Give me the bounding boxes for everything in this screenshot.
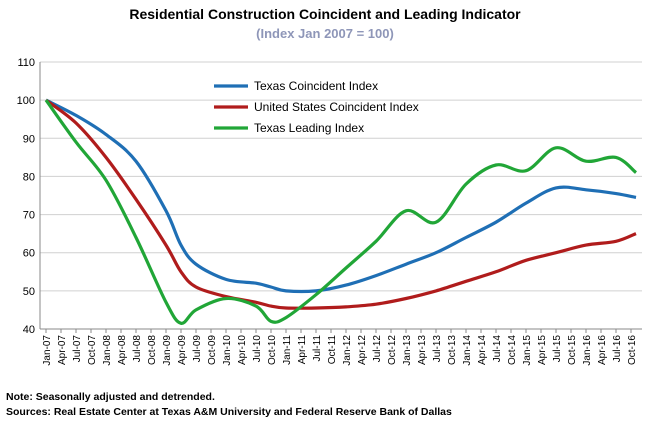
legend-label-3: Texas Leading Index <box>254 121 364 135</box>
x-tick-label: Jan-08 <box>102 335 113 366</box>
y-tick-label: 60 <box>23 248 35 260</box>
y-tick-label: 80 <box>23 171 35 183</box>
x-tick-label: Jul-09 <box>192 335 203 363</box>
x-tick-label: Jan-11 <box>282 335 293 365</box>
chart-subtitle: (Index Jan 2007 = 100) <box>256 26 394 41</box>
x-tick-label: Jul-16 <box>612 335 623 363</box>
x-tick-label: Apr-11 <box>297 335 308 365</box>
x-tick-label: Apr-07 <box>57 335 68 365</box>
y-tick-label: 70 <box>23 210 35 222</box>
x-tick-label: Oct-11 <box>327 335 338 365</box>
x-tick-label: Apr-14 <box>477 335 488 365</box>
x-tick-label: Oct-08 <box>147 335 158 365</box>
x-tick-label: Oct-15 <box>567 335 578 365</box>
x-tick-label: Jul-12 <box>372 335 383 363</box>
x-tick-label: Jan-16 <box>582 335 593 366</box>
x-tick-label: Jan-10 <box>222 335 233 366</box>
series-lines <box>44 98 638 325</box>
y-tick-label: 50 <box>23 286 35 298</box>
x-tick-label: Jan-14 <box>462 335 473 366</box>
x-tick-label: Jan-12 <box>342 335 353 366</box>
x-tick-label: Apr-15 <box>537 335 548 365</box>
y-tick-label: 100 <box>17 95 35 107</box>
x-axis-ticks: Jan-07 Apr-07 Jul-07 Oct-07 Jan-08 Apr-08 Jul-… <box>42 329 638 366</box>
x-tick-label: Jul-07 <box>72 335 83 363</box>
x-tick-label: Jan-15 <box>522 335 533 366</box>
x-tick-label: Apr-12 <box>357 335 368 365</box>
x-tick-label: Apr-16 <box>597 335 608 365</box>
series-line-1 <box>45 98 637 294</box>
x-tick-label: Oct-14 <box>507 335 518 365</box>
y-tick-label: 110 <box>17 57 35 69</box>
x-tick-label: Oct-09 <box>207 335 218 365</box>
x-tick-label: Oct-16 <box>627 335 638 365</box>
x-tick-label: Oct-13 <box>447 335 458 365</box>
x-tick-label: Jul-08 <box>132 335 143 363</box>
legend: Texas Coincident Index United States Coin… <box>214 79 419 135</box>
series-line-2 <box>45 98 637 310</box>
x-tick-label: Jan-13 <box>402 335 413 366</box>
note-text: Note: Seasonally adjusted and detrended. <box>6 391 215 403</box>
x-tick-label: Jul-13 <box>432 335 443 363</box>
x-tick-label: Jul-15 <box>552 335 563 363</box>
chart-title: Residential Construction Coincident and … <box>129 6 521 22</box>
x-tick-label: Jan-09 <box>162 335 173 366</box>
x-tick-label: Apr-10 <box>237 335 248 365</box>
x-tick-label: Apr-08 <box>117 335 128 365</box>
y-axis-ticks: 40 50 60 70 80 90 100 110 <box>17 57 35 336</box>
x-tick-label: Apr-09 <box>177 335 188 365</box>
legend-label-1: Texas Coincident Index <box>254 79 378 93</box>
y-tick-label: 40 <box>23 324 35 336</box>
x-tick-label: Oct-07 <box>87 335 98 365</box>
x-tick-label: Apr-13 <box>417 335 428 365</box>
x-tick-label: Jan-07 <box>42 335 53 366</box>
series-line-3 <box>44 99 638 325</box>
x-tick-label: Oct-10 <box>267 335 278 365</box>
legend-label-2: United States Coincident Index <box>254 100 419 114</box>
sources-text: Sources: Real Estate Center at Texas A&M… <box>6 406 452 418</box>
gridlines <box>39 61 642 330</box>
x-tick-label: Oct-12 <box>387 335 398 365</box>
y-tick-label: 90 <box>23 133 35 145</box>
x-tick-label: Jul-14 <box>492 335 503 363</box>
x-tick-label: Jul-11 <box>312 335 323 362</box>
x-tick-label: Jul-10 <box>252 335 263 363</box>
